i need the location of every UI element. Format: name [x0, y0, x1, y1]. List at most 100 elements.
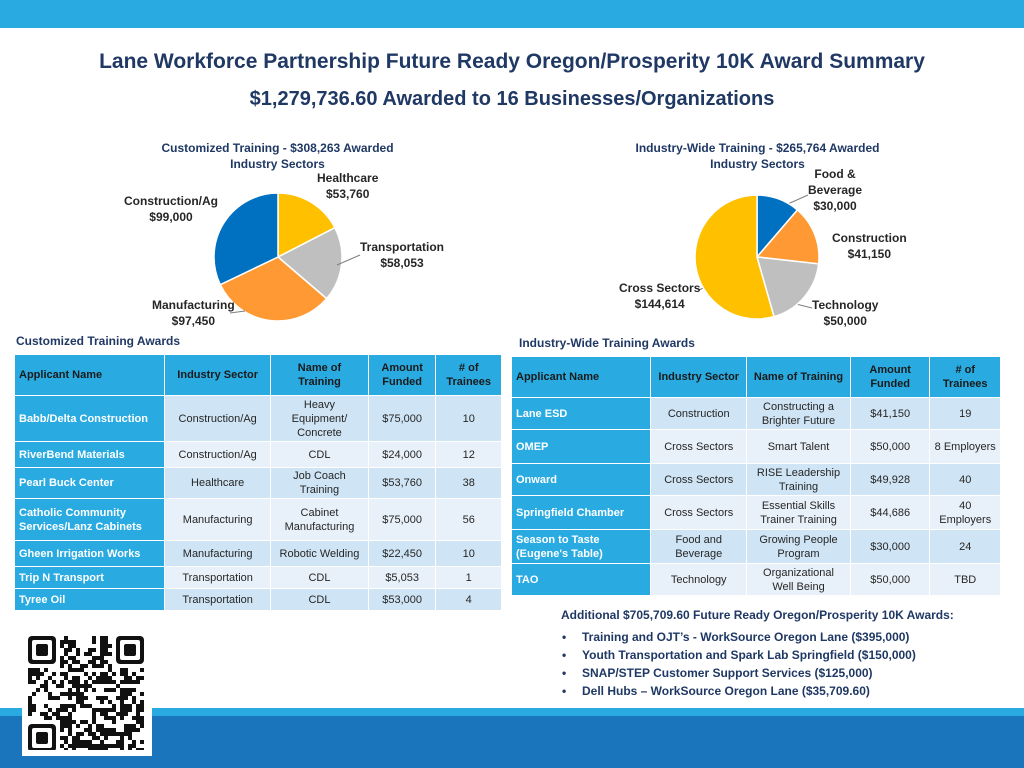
cell-applicant: Lane ESD — [510, 397, 652, 430]
pie-label-construction-ag: Construction/Ag $99,000 — [124, 194, 218, 224]
customized-pie-chart — [213, 192, 343, 322]
col-applicant-name: Applicant Name — [510, 356, 652, 398]
pie-slice-construction — [755, 208, 820, 265]
industry-pie-chart — [694, 194, 820, 320]
additional-awards-list: Training and OJT’s - WorkSource Oregon L… — [562, 628, 916, 700]
cell-amount: $22,450 — [367, 540, 437, 567]
cell-training: Robotic Welding — [270, 540, 369, 567]
pie-label-food-beverage: Food & Beverage $30,000 — [808, 167, 863, 213]
table-row: Tyree Oil Transportation CDL $53,000 4 — [13, 588, 502, 611]
table-row: Onward Cross Sectors RISE Leadership Tra… — [510, 463, 1001, 496]
list-item: SNAP/STEP Customer Support Services ($12… — [562, 664, 916, 682]
col-name-of-training: Name of Training — [270, 354, 369, 396]
cell-applicant: TAO — [510, 563, 652, 596]
cell-trainees: 38 — [435, 467, 502, 499]
cell-amount: $49,928 — [849, 463, 931, 496]
additional-awards-title: Additional $705,709.60 Future Ready Oreg… — [561, 608, 954, 622]
cell-sector: Construction/Ag — [164, 395, 272, 442]
cell-amount: $75,000 — [367, 395, 437, 442]
cell-applicant: Onward — [510, 463, 652, 496]
customized-pie-title: Customized Training - $308,263 Awarded I… — [140, 140, 415, 172]
cell-sector: Cross Sectors — [650, 429, 748, 464]
cell-amount: $41,150 — [849, 397, 931, 430]
industry-pie-title: Industry-Wide Training - $265,764 Awarde… — [620, 140, 895, 172]
cell-training: Smart Talent — [746, 429, 851, 464]
table-row: Gheen Irrigation Works Manufacturing Rob… — [13, 540, 502, 567]
cell-applicant: Babb/Delta Construction — [13, 395, 166, 442]
table-row: TAO Technology Organizational Well Being… — [510, 563, 1001, 596]
cell-training: Constructing a Brighter Future — [746, 397, 851, 430]
cell-trainees: TBD — [929, 563, 1001, 596]
cell-trainees: 40 — [929, 463, 1001, 496]
customized-awards-table: Applicant Name Industry Sector Name of T… — [13, 354, 502, 611]
cell-trainees: 8 Employers — [929, 429, 1001, 464]
pie-slice-construction-ag — [213, 192, 279, 286]
cell-applicant: RiverBend Materials — [13, 441, 166, 468]
cell-trainees: 4 — [435, 588, 502, 611]
cell-amount: $53,000 — [367, 588, 437, 611]
cell-trainees: 10 — [435, 540, 502, 567]
pie-label-technology: Technology $50,000 — [812, 298, 879, 328]
col-name-of-training: Name of Training — [746, 356, 851, 398]
cell-trainees: 10 — [435, 395, 502, 442]
cell-sector: Transportation — [164, 566, 272, 589]
cell-amount: $5,053 — [367, 566, 437, 589]
cell-applicant: Springfield Chamber — [510, 495, 652, 530]
bottom-band-accent — [0, 708, 1024, 716]
cell-training: Job Coach Training — [270, 467, 369, 499]
pie-label-construction: Construction $41,150 — [832, 231, 907, 261]
table-row: Babb/Delta Construction Construction/Ag … — [13, 395, 502, 442]
cell-amount: $30,000 — [849, 529, 931, 564]
cell-applicant: Trip N Transport — [13, 566, 166, 589]
cell-trainees: 56 — [435, 498, 502, 541]
col-amount-funded: Amount Funded — [367, 354, 437, 396]
cell-sector: Construction/Ag — [164, 441, 272, 468]
cell-amount: $50,000 — [849, 429, 931, 464]
cell-trainees: 12 — [435, 441, 502, 468]
table-row: Season to Taste (Eugene's Table) Food an… — [510, 529, 1001, 564]
qr-code[interactable] — [22, 630, 152, 756]
table-row: Springfield Chamber Cross Sectors Essent… — [510, 495, 1001, 530]
pie-slice-transportation — [276, 226, 343, 300]
cell-sector: Healthcare — [164, 467, 272, 499]
pie-slice-technology — [755, 256, 820, 318]
cell-sector: Manufacturing — [164, 498, 272, 541]
cell-training: CDL — [270, 441, 369, 468]
table-row: Trip N Transport Transportation CDL $5,0… — [13, 566, 502, 589]
cell-sector: Technology — [650, 563, 748, 596]
cell-sector: Manufacturing — [164, 540, 272, 567]
list-item: Dell Hubs – WorkSource Oregon Lane ($35,… — [562, 682, 916, 700]
top-accent-band — [0, 0, 1024, 28]
page-title: Lane Workforce Partnership Future Ready … — [99, 50, 925, 73]
cell-trainees: 24 — [929, 529, 1001, 564]
col-trainees: # of Trainees — [435, 354, 502, 396]
pie-label-cross-sectors: Cross Sectors $144,614 — [619, 281, 701, 311]
cell-training: RISE Leadership Training — [746, 463, 851, 496]
cell-applicant: OMEP — [510, 429, 652, 464]
table-row: RiverBend Materials Construction/Ag CDL … — [13, 441, 502, 468]
cell-sector: Cross Sectors — [650, 463, 748, 496]
industry-pie-title-text: Industry-Wide Training - $265,764 Awarde… — [635, 141, 880, 155]
cell-training: CDL — [270, 566, 369, 589]
customized-header-row: Applicant Name Industry Sector Name of T… — [13, 354, 502, 396]
industry-table-caption: Industry-Wide Training Awards — [519, 336, 695, 350]
col-industry-sector: Industry Sector — [164, 354, 272, 396]
cell-amount: $53,760 — [367, 467, 437, 499]
cell-sector: Construction — [650, 397, 748, 430]
customized-pie-subtitle: Industry Sectors — [230, 157, 325, 171]
industry-awards-table: Applicant Name Industry Sector Name of T… — [510, 356, 1001, 596]
pie-slice-cross-sectors — [694, 194, 775, 320]
industry-header-row: Applicant Name Industry Sector Name of T… — [510, 356, 1001, 398]
cell-applicant: Tyree Oil — [13, 588, 166, 611]
qr-code-graphic — [28, 636, 144, 750]
cell-training: Essential Skills Trainer Training — [746, 495, 851, 530]
table-row: OMEP Cross Sectors Smart Talent $50,000 … — [510, 429, 1001, 464]
page-subtitle: $1,279,736.60 Awarded to 16 Businesses/O… — [249, 88, 775, 110]
cell-applicant: Catholic Community Services/Lanz Cabinet… — [13, 498, 166, 541]
cell-applicant: Gheen Irrigation Works — [13, 540, 166, 567]
col-amount-funded: Amount Funded — [849, 356, 931, 398]
cell-trainees: 40 Employers — [929, 495, 1001, 530]
cell-sector: Cross Sectors — [650, 495, 748, 530]
cell-trainees: 1 — [435, 566, 502, 589]
customized-pie-title-text: Customized Training - $308,263 Awarded — [161, 141, 394, 155]
